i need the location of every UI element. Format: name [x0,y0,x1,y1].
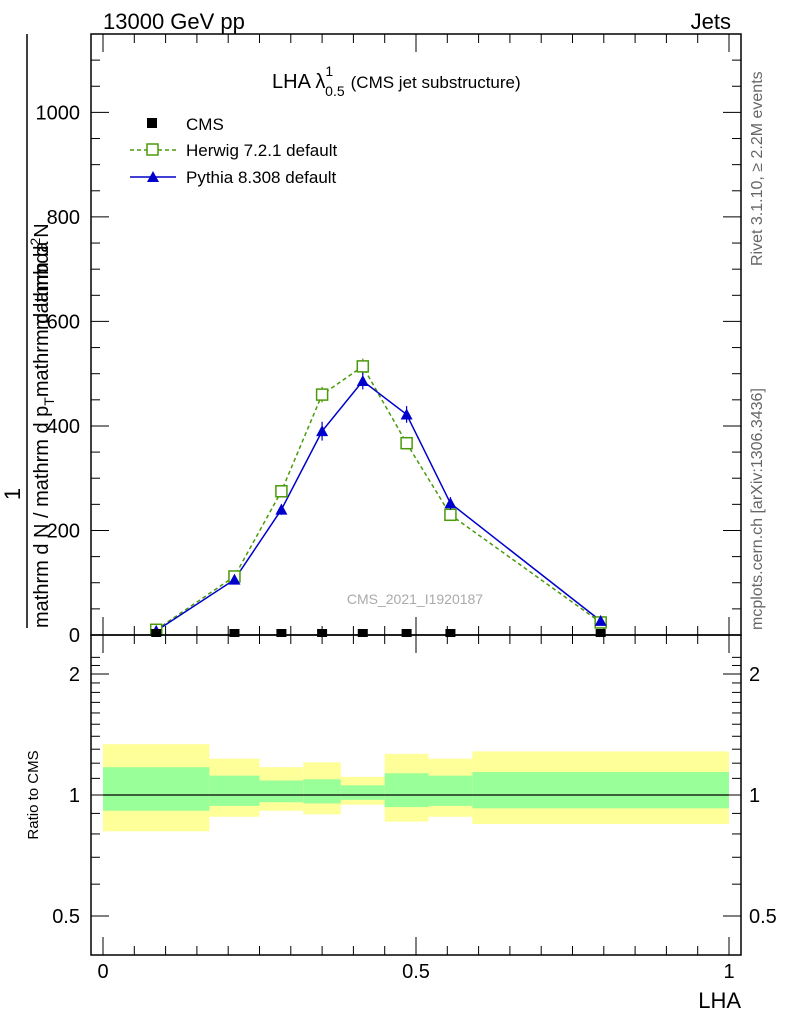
ratio-tick-label-left: 0.5 [52,906,80,928]
cms-point [357,629,368,637]
y-tick-label: 800 [47,207,80,229]
cms-point [445,629,456,637]
ratio-tick-label-right: 1 [749,785,760,807]
ratio-tick-label-right: 2 [749,664,760,686]
x-tick-label: 0.5 [402,961,430,983]
ratio-inner-band [303,779,341,804]
herwig-line [155,365,602,631]
herwig-point [444,508,457,522]
plot-title: LHA λ1 0.5 (CMS jet substructure) [272,63,521,99]
ratio-axis-ticks [91,635,741,955]
ratio-tick-labels: 0.5 0.5 1 1 2 2 [52,664,777,928]
pythia-point [275,503,288,515]
x-axis-label: LHA [698,988,741,1013]
herwig-point [400,436,413,450]
pythia-point [316,425,329,437]
y-axis-numerator: 1 [0,488,25,500]
pythia-line [155,379,602,632]
y-tick-label: 400 [47,416,80,438]
ratio-tick-label-left: 1 [69,785,80,807]
y-axis-label: 1 mathrm d N / mathrm d pTmathrm d lambd… [0,34,57,628]
y-axis-derivative: mathrm d2N [27,223,53,330]
y-tick-label: 600 [47,311,80,333]
analysis-watermark: CMS_2021_I1920187 [347,591,483,607]
herwig-point [315,388,329,401]
x-tick-label: 1 [723,961,734,983]
pythia-point [356,375,369,387]
legend-cms-marker [147,118,157,128]
cms-point [401,629,412,637]
y-tick-label: 0 [69,625,80,647]
ratio-tick-label-left: 2 [69,664,80,686]
legend-pythia-label: Pythia 8.308 default [186,168,337,187]
pythia-point [228,573,241,585]
cms-point [317,629,328,637]
header-energy-label: 13000 GeV pp [103,9,245,34]
legend: CMS Herwig 7.2.1 default Pythia 8.308 de… [130,115,337,187]
mcplots-label: mcplots.cern.ch [arXiv:1306.3436] [749,388,766,630]
legend-herwig-label: Herwig 7.2.1 default [186,141,337,160]
x-tick-label: 0 [97,961,108,983]
y-tick-label: 200 [47,520,80,542]
legend-cms-label: CMS [186,115,224,134]
cms-point [595,629,606,637]
herwig-point [275,485,288,498]
ratio-inner-band [209,775,260,806]
ratio-tick-label-right: 0.5 [749,906,777,928]
legend-herwig-marker [146,143,159,156]
ratio-inner-band [384,773,429,808]
ratio-inner-band [103,767,210,811]
pythia-point [444,497,457,509]
y-axis-denominator: mathrm d N / mathrm d pTmathrm d lambda [31,241,57,628]
herwig-point [356,360,370,373]
rivet-label: Rivet 3.1.10, ≥ 2.2M events [749,71,766,266]
pythia-point [400,408,413,420]
cms-point [151,629,162,637]
legend-pythia-marker [147,171,159,182]
cms-point [229,629,240,637]
y-tick-label: 1000 [36,102,81,124]
ratio-inner-band [340,785,385,800]
cms-point [276,629,287,637]
ratio-inner-band [428,775,473,806]
x-tick-labels: 0 0.5 1 [97,961,734,983]
main-series-layer [149,358,607,637]
main-y-tick-labels: 0 200 400 600 800 1000 [36,102,81,647]
pythia-point [594,614,607,626]
ratio-inner-band [259,780,304,803]
ratio-bands-layer [103,744,729,832]
ratio-y-axis-label: Ratio to CMS [25,750,42,839]
header-jets-label: Jets [691,9,731,34]
ratio-inner-band [472,772,729,809]
